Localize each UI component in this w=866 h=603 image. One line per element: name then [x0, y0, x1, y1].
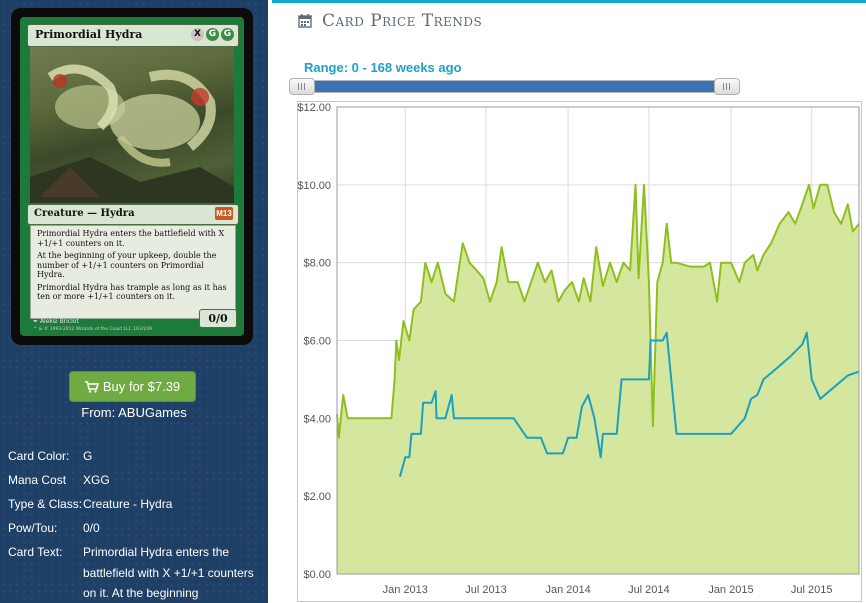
range-slider-selection[interactable]	[300, 81, 730, 92]
card-rules-line: Primordial Hydra enters the battlefield …	[37, 229, 225, 248]
y-tick-label: $12.00	[297, 102, 331, 114]
calendar-icon	[298, 14, 312, 28]
detail-value-card-text: Primordial Hydra enters the battlefield …	[83, 545, 254, 600]
y-tick-label: $8.00	[303, 258, 331, 270]
series-area-fill	[337, 184, 859, 575]
series-line	[336, 183, 860, 439]
y-tick-label: $10.00	[297, 180, 331, 192]
chart-frame	[297, 101, 862, 602]
range-label: Range: 0 - 168 weeks ago	[304, 60, 462, 75]
card-type-line: Creature — Hydra	[34, 208, 135, 219]
detail-label: Card Text:	[8, 545, 63, 559]
card-rules-textbox: Primordial Hydra enters the battlefield …	[30, 225, 236, 319]
card-image[interactable]: Primordial Hydra X G G Creature — Hydra	[11, 8, 253, 345]
detail-value: 0/0	[83, 521, 100, 535]
detail-value: G	[83, 449, 93, 463]
card-sidebar: Primordial Hydra X G G Creature — Hydra	[0, 0, 268, 603]
x-tick-label: Jul 2014	[628, 584, 670, 596]
card-artwork	[30, 47, 234, 203]
set-symbol-icon: M13	[215, 207, 233, 220]
detail-label: Pow/Tou:	[8, 521, 58, 535]
card-rules-line: Primordial Hydra has trample as long as …	[37, 282, 227, 302]
header-accent-rule	[272, 0, 866, 3]
detail-value: Creature - Hydra	[83, 497, 173, 511]
card-copyright: ™ & © 1993-2012 Wizards of the Coast LLC…	[33, 327, 152, 332]
seller-source: From: ABUGames	[81, 405, 187, 420]
price-trend-chart: $0.00 $2.00 $4.00 $6.00 $8.00 $10.00 $12.00 Jan…	[297, 102, 860, 596]
mana-symbol-green-icon: G	[206, 28, 219, 41]
panel-title: Card Price Trends	[298, 11, 482, 31]
range-slider-handle-max[interactable]	[714, 78, 740, 95]
x-tick-label: Jul 2013	[465, 584, 507, 596]
card-power-toughness: 0/0	[199, 309, 237, 328]
card-name-bar: Primordial Hydra X G G	[27, 24, 239, 47]
card-artist: ✒ Aleksi Briclot	[33, 318, 79, 325]
buy-button[interactable]: Buy for $7.39	[69, 371, 196, 402]
x-tick-label: Jan 2015	[708, 584, 753, 596]
detail-value: XGG	[83, 473, 110, 487]
card-name: Primordial Hydra	[35, 28, 143, 41]
mana-symbol-x-icon: X	[191, 28, 204, 41]
shopping-cart-icon	[84, 381, 99, 393]
y-tick-label: $2.00	[303, 491, 331, 503]
detail-label: Mana Cost	[8, 473, 67, 487]
card-rules-line: At the beginning of your upkeep, double …	[37, 251, 217, 279]
y-tick-label: $0.00	[303, 569, 331, 581]
x-tick-label: Jan 2013	[383, 584, 428, 596]
plot-border	[336, 106, 860, 575]
mana-symbol-green-icon: G	[221, 28, 234, 41]
detail-label: Card Color:	[8, 449, 70, 463]
card-type-bar: Creature — Hydra M13	[27, 204, 239, 225]
panel-title-text: Card Price Trends	[322, 11, 483, 31]
buy-button-label: Buy for $7.39	[102, 379, 181, 394]
range-slider-handle-min[interactable]	[289, 78, 315, 95]
x-tick-label: Jan 2014	[545, 584, 590, 596]
y-tick-label: $4.00	[303, 413, 331, 425]
detail-label: Type & Class:	[8, 497, 83, 511]
x-tick-label: Jul 2015	[791, 584, 833, 596]
y-tick-label: $6.00	[303, 336, 331, 348]
series-line	[398, 331, 860, 477]
mana-cost-symbols: X G G	[191, 28, 234, 41]
